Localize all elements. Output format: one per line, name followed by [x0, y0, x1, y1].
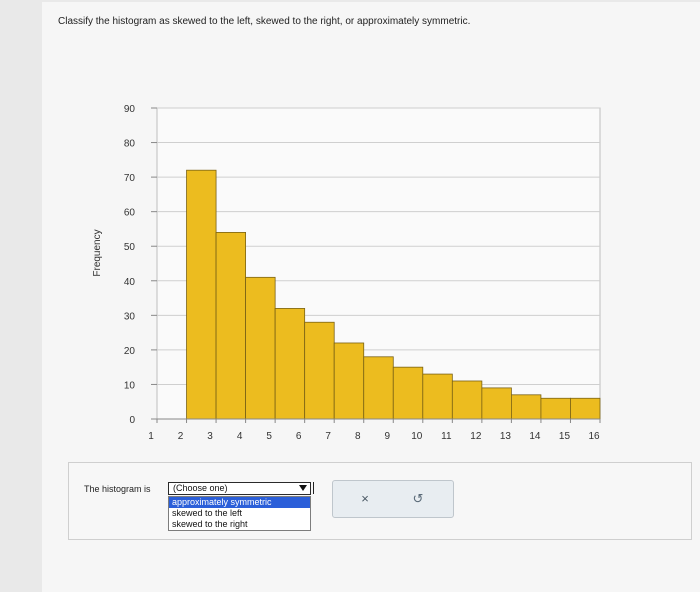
y-tick-label-90: 90: [124, 104, 136, 115]
option-skewed-right[interactable]: skewed to the right: [172, 519, 248, 529]
x-tick-label-9: 9: [384, 431, 390, 442]
undo-button[interactable]: ↺: [412, 491, 424, 506]
x-tick-label-8: 8: [355, 431, 361, 442]
option-skewed-left[interactable]: skewed to the left: [172, 508, 243, 518]
x-tick-labels: 1 2 3 4 5 6 7 8 9 10 11 12 13 14 15 16: [148, 431, 600, 442]
x-tick-label-16: 16: [588, 431, 600, 442]
y-tick-label-10: 10: [124, 380, 136, 391]
action-panel: × ↺: [332, 480, 454, 518]
y-tick-label-60: 60: [124, 208, 136, 219]
chart-bars: [186, 169, 601, 420]
x-tick-label-14: 14: [529, 431, 541, 442]
bar-9-10: [392, 366, 424, 420]
chevron-down-icon[interactable]: [299, 485, 307, 491]
bar-14-15: [540, 397, 571, 420]
option-approximately-symmetric[interactable]: approximately symmetric: [169, 497, 310, 508]
x-tick-label-11: 11: [441, 431, 452, 442]
y-tick-label-0: 0: [129, 415, 135, 426]
x-tick-label-2: 2: [178, 431, 184, 442]
text-cursor: [313, 482, 314, 494]
y-tick-label-40: 40: [124, 277, 136, 288]
y-tick-label-30: 30: [124, 311, 136, 322]
x-tick-label-10: 10: [411, 431, 423, 442]
x-tick-label-13: 13: [500, 431, 512, 442]
x-tick-label-4: 4: [237, 431, 243, 442]
y-tick-label-20: 20: [124, 346, 136, 357]
bar-13-14: [510, 394, 542, 420]
clear-button[interactable]: ×: [361, 491, 369, 506]
select-current-value: (Choose one): [173, 483, 228, 493]
answer-dropdown[interactable]: approximately symmetric skewed to the le…: [168, 496, 311, 531]
x-tick-label-15: 15: [559, 431, 571, 442]
x-tick-label-7: 7: [325, 431, 331, 442]
bar-6-7: [304, 321, 335, 420]
x-tick-label-3: 3: [207, 431, 213, 442]
x-tick-label-1: 1: [148, 431, 154, 442]
bar-7-8: [333, 342, 365, 420]
bar-15-16: [570, 397, 601, 420]
y-axis-label: Frequency: [92, 229, 103, 276]
bar-11-12: [451, 380, 483, 420]
bar-3-4: [215, 231, 246, 420]
y-tick-labels: 0 10 20 30 40 50 60 70 80 90: [124, 104, 136, 426]
bar-12-13: [481, 387, 512, 420]
bar-4-5: [245, 276, 276, 420]
bar-2-3: [186, 169, 217, 420]
x-tick-label-12: 12: [470, 431, 482, 442]
bar-10-11: [422, 373, 453, 420]
x-tick-label-5: 5: [266, 431, 272, 442]
y-tick-label-70: 70: [124, 173, 136, 184]
y-tick-label-50: 50: [124, 242, 136, 253]
y-tick-label-80: 80: [124, 139, 136, 150]
answer-select[interactable]: (Choose one): [168, 482, 311, 495]
bar-8-9: [363, 356, 394, 420]
question-text: Classify the histogram as skewed to the …: [58, 16, 471, 27]
x-tick-label-6: 6: [296, 431, 302, 442]
answer-prompt: The histogram is: [84, 484, 151, 494]
chart-axes: [151, 107, 601, 423]
bar-5-6: [274, 308, 306, 420]
